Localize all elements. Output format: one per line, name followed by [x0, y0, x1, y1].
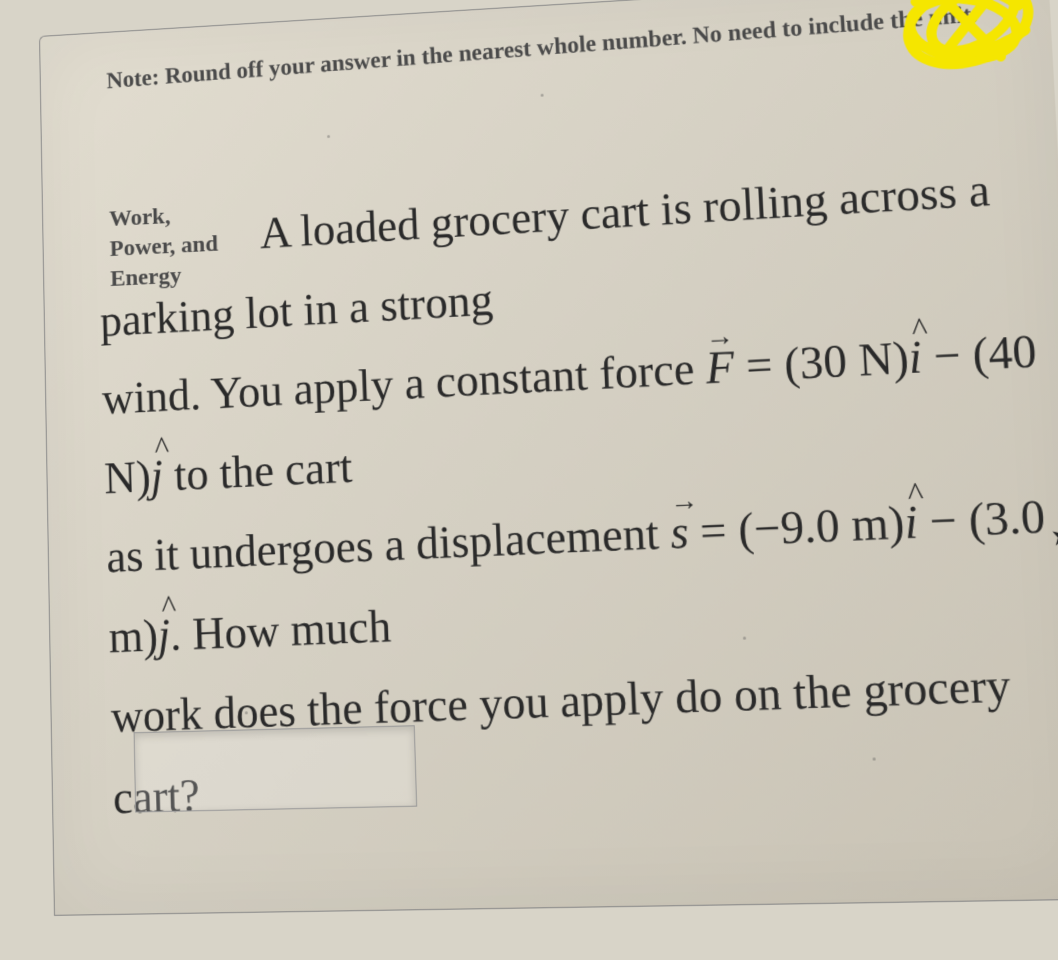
j-hat-1: j — [150, 436, 165, 516]
speck — [541, 94, 544, 97]
i-hat-2: i — [902, 481, 920, 564]
sx: (−9.0 m) — [737, 496, 906, 555]
speck — [873, 757, 876, 760]
speck — [245, 711, 248, 714]
q-line2-pre: wind. You apply a constant force — [101, 342, 707, 424]
speck — [327, 135, 330, 138]
i-hat-1: i — [906, 317, 924, 399]
answer-input[interactable] — [134, 725, 418, 812]
q-line3-pre: as it undergoes a displacement — [106, 507, 672, 582]
vector-F: F — [704, 327, 737, 409]
q-line3-post: . How much — [169, 600, 392, 660]
q-line2-post: to the cart — [162, 441, 353, 500]
instruction-note: Note: Round off your answer in the neare… — [106, 0, 1030, 95]
vector-s: s — [668, 492, 690, 574]
eq1: = — [733, 338, 785, 392]
question-container: Note: Round off your answer in the neare… — [39, 0, 1058, 916]
j-hat-2: j — [157, 595, 172, 676]
fx: (30 N) — [783, 331, 910, 389]
speck — [743, 637, 746, 640]
q-line1: A loaded grocery cart is rolling across … — [99, 164, 991, 345]
page-surface: Note: Round off your answer in the neare… — [11, 0, 1058, 960]
